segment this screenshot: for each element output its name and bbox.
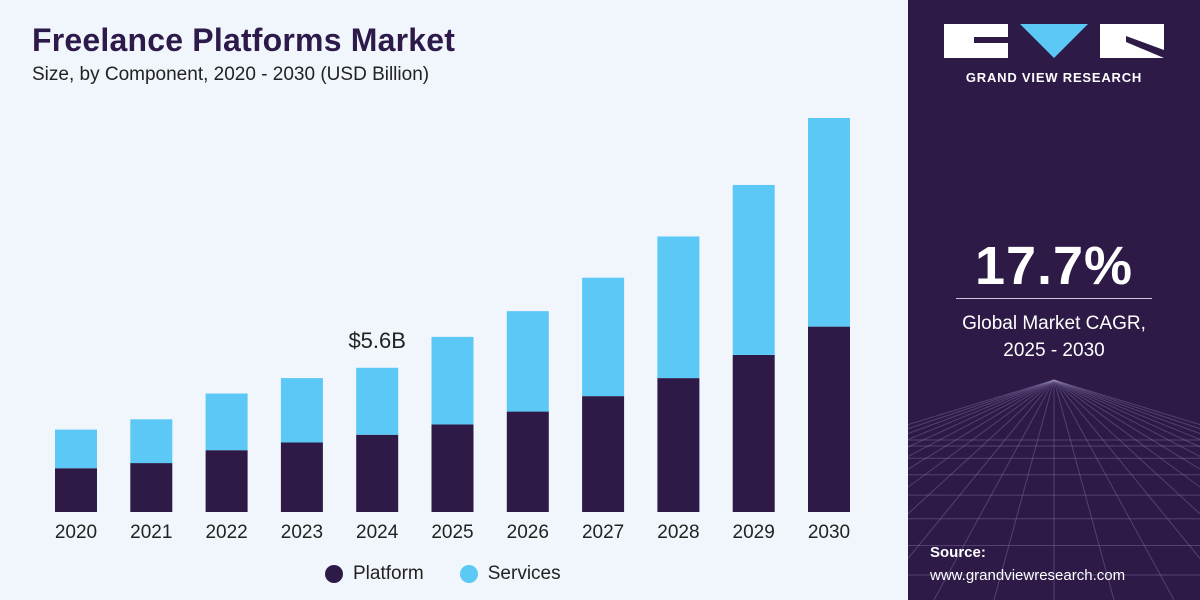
grid-line xyxy=(1053,379,1200,488)
grid-line xyxy=(1053,379,1200,430)
gvr-logo-icon xyxy=(944,24,1164,58)
bar-services-2027 xyxy=(582,277,625,397)
x-tick-label: 2029 xyxy=(733,522,775,543)
bar-services-2021 xyxy=(130,419,173,464)
grid-line xyxy=(1053,379,1200,560)
cagr-label-line1: Global Market CAGR, xyxy=(962,313,1146,334)
x-tick-label: 2020 xyxy=(55,522,97,543)
bar-services-2029 xyxy=(732,184,775,355)
grid-line xyxy=(1053,379,1200,515)
grid-line xyxy=(993,379,1055,600)
bar-platform-2029 xyxy=(732,354,775,512)
legend-item-services: Services xyxy=(459,563,561,585)
grid-line xyxy=(908,379,1055,448)
x-tick-label: 2024 xyxy=(356,522,399,543)
legend-marker-services xyxy=(459,565,478,583)
bar-platform-2027 xyxy=(582,396,625,512)
chart-panel: Freelance Platforms Market Size, by Comp… xyxy=(32,22,851,585)
grid-decoration xyxy=(908,379,1200,600)
brand-sidebar: GRAND VIEW RESEARCH 17.7% Global Market … xyxy=(908,0,1200,600)
bar-platform-2020 xyxy=(55,468,97,512)
bar-services-2023 xyxy=(280,378,323,443)
legend-marker-platform xyxy=(325,565,343,583)
grid-line xyxy=(1053,379,1200,435)
bar-platform-2022 xyxy=(205,450,248,512)
grid-line xyxy=(1053,379,1200,458)
bar-platform-2021 xyxy=(130,463,173,512)
bar-services-2024 xyxy=(356,367,399,435)
legend-label-services: Services xyxy=(487,563,561,584)
bar-platform-2030 xyxy=(808,326,850,512)
grid-line xyxy=(908,379,1055,435)
x-tick-label: 2023 xyxy=(281,522,323,543)
grid-line xyxy=(908,379,1055,426)
grid-line xyxy=(1053,379,1200,470)
source-link[interactable]: www.grandviewresearch.com xyxy=(930,567,1126,584)
grid-line xyxy=(908,379,1055,515)
chart-title: Freelance Platforms Market xyxy=(32,22,456,58)
x-tick-label: 2030 xyxy=(808,522,850,543)
grid-line xyxy=(908,379,1055,441)
grid-line xyxy=(908,379,1055,470)
bar-services-2028 xyxy=(657,236,700,379)
bar-platform-2025 xyxy=(431,424,474,512)
cagr-value: 17.7% xyxy=(974,236,1134,296)
bar-platform-2026 xyxy=(506,411,549,512)
grid-line xyxy=(908,379,1055,560)
grid-line xyxy=(933,379,1055,600)
bar-platform-2028 xyxy=(657,378,700,512)
cagr-label-line2: 2025 - 2030 xyxy=(1003,340,1105,361)
brand-name: GRAND VIEW RESEARCH xyxy=(965,70,1143,85)
grid-line xyxy=(908,379,1055,488)
bar-services-2025 xyxy=(431,336,474,425)
bar-services-2022 xyxy=(205,393,248,451)
grid-line xyxy=(1053,379,1175,600)
x-tick-label: 2028 xyxy=(657,522,699,543)
grid-line xyxy=(908,379,1055,430)
x-tick-label: 2022 xyxy=(205,522,247,543)
grid-line xyxy=(1053,379,1200,448)
grid-line xyxy=(1053,379,1200,441)
bar-services-2020 xyxy=(55,429,97,469)
chart-subtitle: Size, by Component, 2020 - 2030 (USD Bil… xyxy=(32,64,430,85)
cagr-label: Global Market CAGR, 2025 - 2030 xyxy=(908,310,1200,364)
data-label-2024: $5.6B xyxy=(348,328,406,353)
x-tick-label: 2025 xyxy=(431,522,473,543)
bar-chart: 2020 2021 2022 2023 2024 $5.6B 2025 2026 2027 202… xyxy=(55,118,850,543)
legend-label-platform: Platform xyxy=(353,563,424,584)
grid-line xyxy=(1053,379,1200,426)
x-tick-label: 2021 xyxy=(130,522,172,543)
source-label: Source: xyxy=(930,544,986,561)
chart-legend: Platform Services xyxy=(325,563,597,585)
bar-platform-2024 xyxy=(356,434,399,512)
grid-line xyxy=(1053,379,1115,600)
grid-line xyxy=(908,379,1055,458)
x-tick-label: 2026 xyxy=(507,522,549,543)
bar-services-2030 xyxy=(808,118,850,327)
x-tick-label: 2027 xyxy=(582,522,624,543)
legend-item-platform: Platform xyxy=(325,563,424,585)
bar-services-2026 xyxy=(506,311,549,412)
cagr-divider xyxy=(956,298,1152,299)
bar-platform-2023 xyxy=(280,442,323,512)
